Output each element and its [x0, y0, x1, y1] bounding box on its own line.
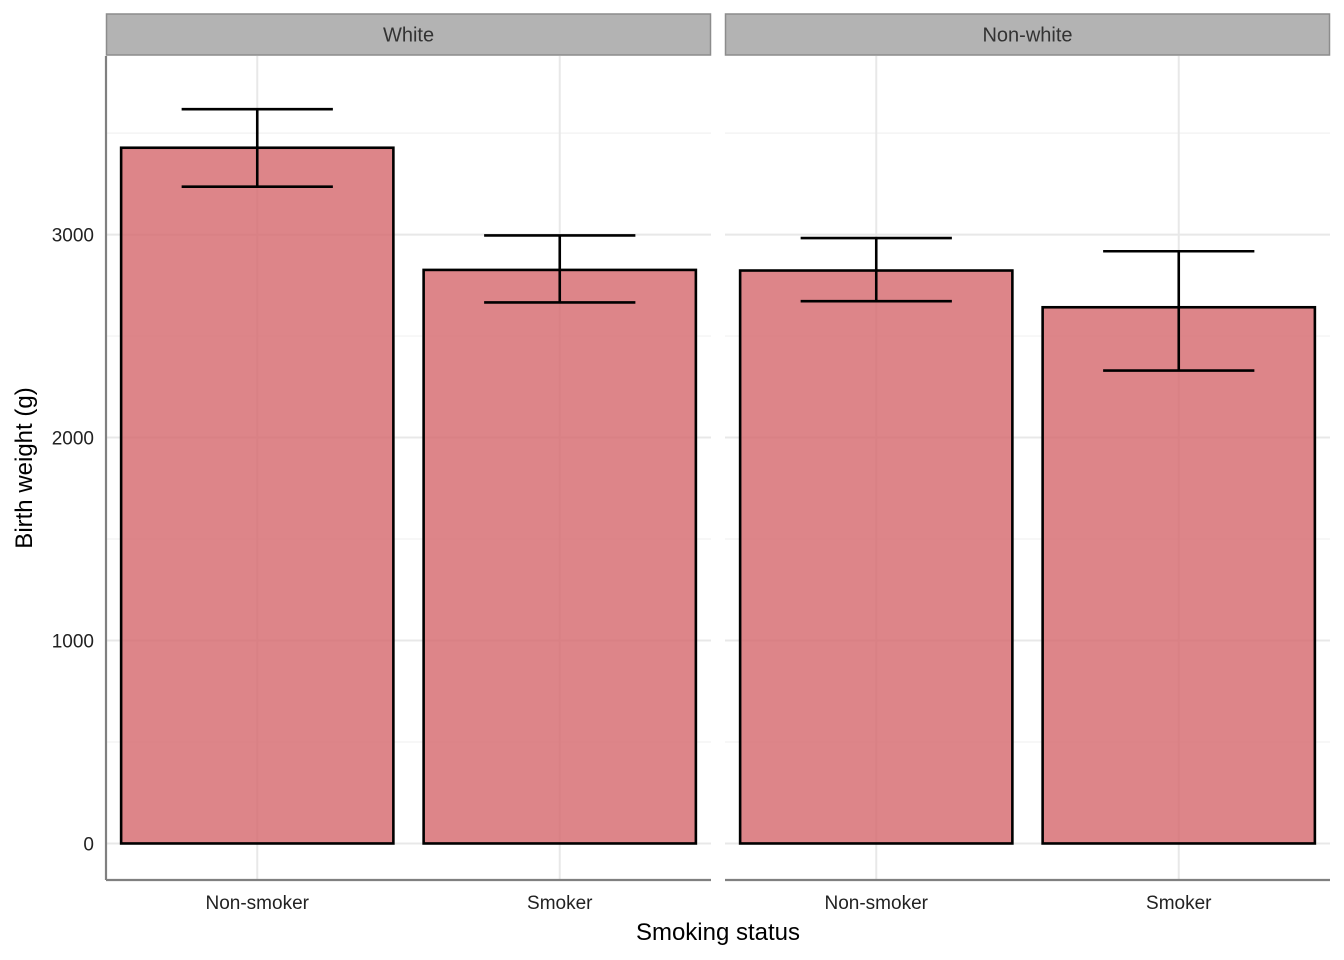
error-bar: [1103, 249, 1255, 372]
error-bar: [800, 236, 952, 303]
x-axis-title: Smoking status: [636, 919, 800, 946]
error-bar: [181, 107, 333, 189]
x-tick-label: Smoker: [1146, 893, 1212, 914]
x-tick-label: Non-smoker: [206, 893, 310, 914]
y-tick-label: 0: [83, 834, 94, 855]
chart-panels: White Non-smoker Smoker 0 1000 2000 3000 Non-wh…: [52, 13, 1331, 914]
facet-strip-label: White: [383, 25, 434, 47]
facet-strip: [724, 13, 1331, 56]
bar-non-white-non-smoker: [738, 269, 1014, 845]
facet-panel-1: White Non-smoker Smoker 0 1000 2000 3000: [52, 13, 712, 914]
facet-strip-label: Non-white: [982, 25, 1072, 47]
y-tick-label: 1000: [52, 632, 94, 653]
bar-white-smoker: [422, 268, 698, 845]
bar-white-non-smoker: [119, 146, 395, 845]
bar-non-white-smoker: [1041, 305, 1317, 845]
y-axis-title: Birth weight (g): [11, 387, 38, 548]
x-tick-label: Non-smoker: [825, 893, 929, 914]
y-tick-label: 2000: [52, 429, 94, 450]
facet-panel-2: Non-white Non-smoker Smoker: [724, 13, 1331, 914]
y-tick-label: 3000: [52, 226, 94, 247]
x-tick-label: Smoker: [527, 893, 593, 914]
error-bar: [484, 234, 636, 304]
facet-strip: [105, 13, 712, 56]
